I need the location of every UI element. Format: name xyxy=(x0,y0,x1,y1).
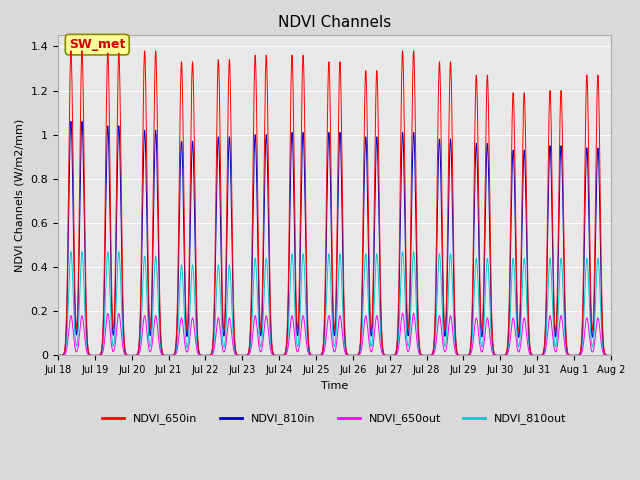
X-axis label: Time: Time xyxy=(321,381,348,391)
Text: SW_met: SW_met xyxy=(69,38,125,51)
Legend: NDVI_650in, NDVI_810in, NDVI_650out, NDVI_810out: NDVI_650in, NDVI_810in, NDVI_650out, NDV… xyxy=(97,409,572,429)
Y-axis label: NDVI Channels (W/m2/mm): NDVI Channels (W/m2/mm) xyxy=(15,119,25,272)
Title: NDVI Channels: NDVI Channels xyxy=(278,15,391,30)
